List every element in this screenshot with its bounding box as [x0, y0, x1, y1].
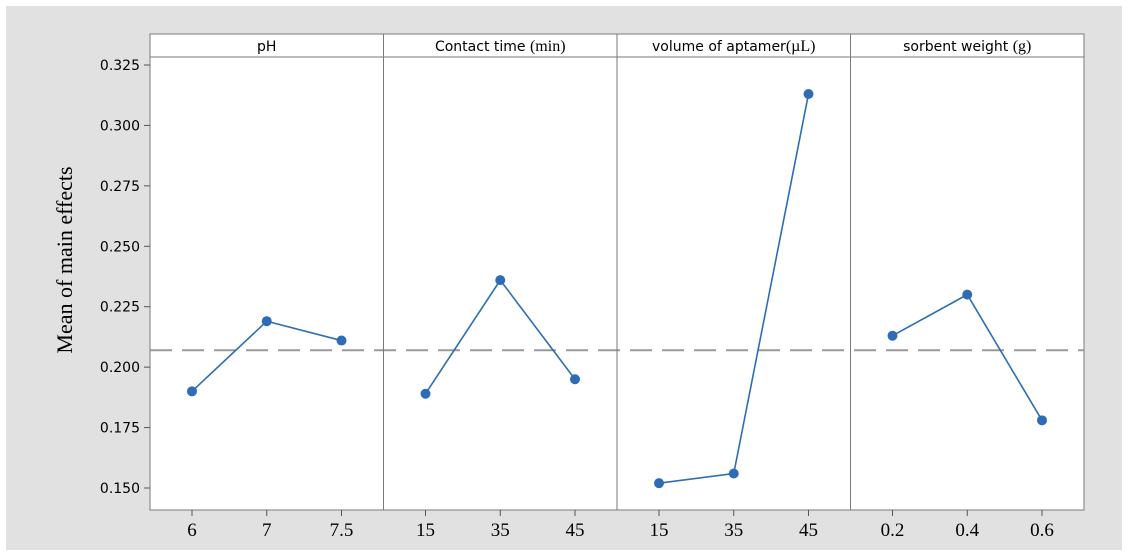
y-tick-label: 0.175	[100, 421, 140, 437]
panel-title-unit: (g)	[1013, 38, 1032, 55]
data-point	[570, 374, 580, 385]
x-tick-label: 7.5	[330, 520, 354, 541]
panel-title-unit: (min)	[530, 38, 566, 55]
y-tick-label: 0.200	[100, 360, 140, 376]
x-tick-label: 35	[491, 520, 510, 541]
data-point	[495, 275, 506, 286]
x-tick-label: 45	[566, 520, 585, 541]
x-tick-label: 6	[187, 520, 197, 541]
y-tick-label: 0.300	[100, 118, 140, 134]
x-tick-label: 0.6	[1030, 520, 1054, 541]
x-tick-label: 15	[650, 520, 669, 541]
x-tick-label: 7	[262, 520, 272, 541]
data-point	[962, 289, 973, 300]
y-tick-label: 0.225	[100, 300, 140, 316]
data-point	[728, 468, 739, 479]
y-tick-label: 0.275	[100, 179, 140, 195]
x-tick-label: 15	[416, 520, 435, 541]
data-point	[336, 335, 347, 346]
panel-title-unit: (µL)	[786, 38, 816, 55]
y-axis-label: Mean of main effects	[52, 166, 77, 353]
x-tick-label: 0.2	[881, 520, 905, 541]
panel-title-text: Contact time	[435, 39, 530, 55]
panel-title: pH	[257, 39, 276, 55]
data-point	[887, 330, 898, 341]
data-point	[420, 388, 431, 399]
panel-title: Contact time (min)	[435, 38, 566, 55]
panel-title-text: pH	[257, 39, 276, 55]
panel-title-text: sorbent weight	[903, 39, 1013, 55]
data-point	[187, 386, 197, 397]
panel-title: volume of aptamer(µL)	[652, 38, 815, 55]
data-point	[261, 316, 272, 327]
y-tick-label: 0.325	[100, 58, 140, 74]
data-point	[654, 478, 664, 489]
y-tick-label: 0.150	[100, 481, 140, 497]
data-point	[803, 89, 814, 100]
x-tick-label: 0.4	[955, 520, 979, 541]
data-point	[1037, 415, 1047, 426]
x-tick-label: 45	[799, 520, 818, 541]
x-tick-label: 35	[724, 520, 743, 541]
panel-title: sorbent weight (g)	[903, 38, 1031, 55]
y-tick-label: 0.250	[100, 239, 140, 255]
panel-title-text: volume of aptamer	[652, 39, 786, 55]
